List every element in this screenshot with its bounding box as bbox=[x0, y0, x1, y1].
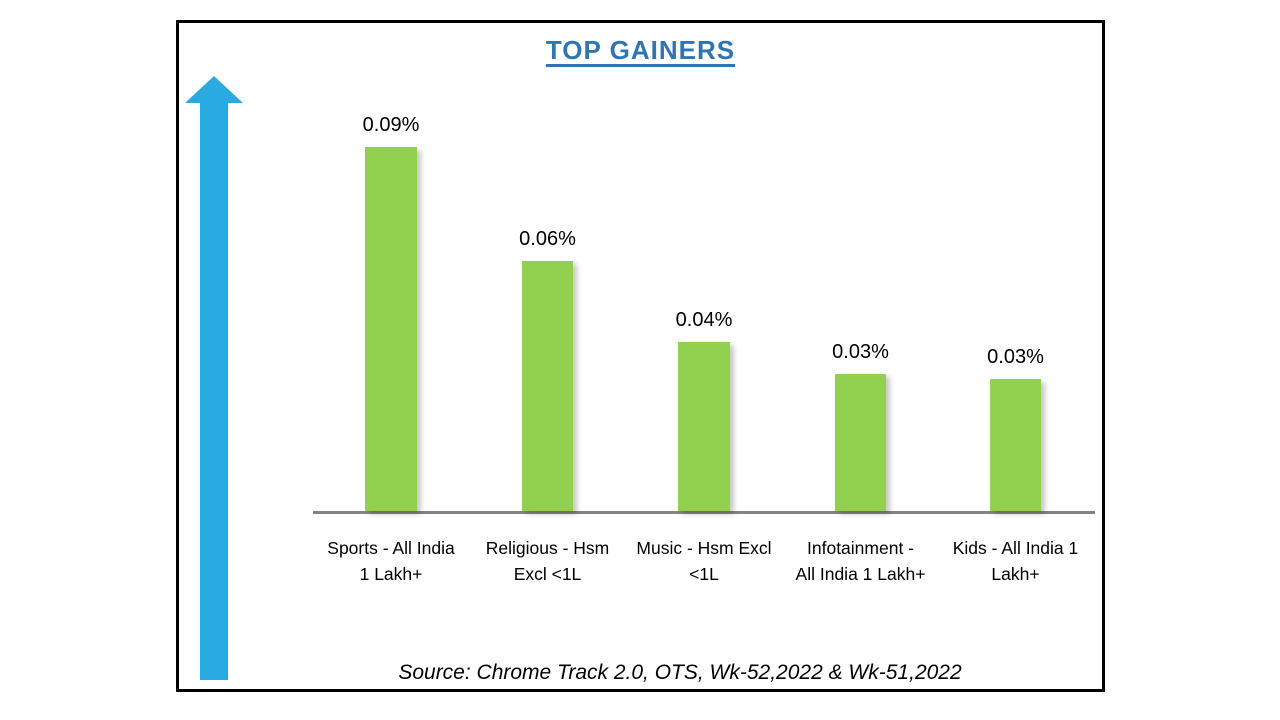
category-label-infotainment: Infotainment - All India 1 Lakh+ bbox=[781, 535, 941, 587]
x-axis-line bbox=[313, 511, 1095, 514]
category-label-line2: Lakh+ bbox=[991, 564, 1040, 584]
category-label-line1: Religious - Hsm bbox=[485, 538, 610, 558]
up-arrow-icon bbox=[185, 76, 243, 680]
category-label-kids: Kids - All India 1 Lakh+ bbox=[936, 535, 1096, 587]
up-arrow-shape bbox=[185, 76, 243, 680]
category-label-line1: Music - Hsm Excl bbox=[636, 538, 772, 558]
category-label-sports: Sports - All India 1 Lakh+ bbox=[311, 535, 471, 587]
category-label-line1: Infotainment - bbox=[807, 538, 914, 558]
bar-music: 0.04% bbox=[676, 309, 732, 511]
bar-sports: 0.09% bbox=[363, 114, 419, 511]
bar-kids: 0.03% bbox=[987, 346, 1044, 511]
category-label-line2: All India 1 Lakh+ bbox=[795, 564, 926, 584]
source-note: Source: Chrome Track 2.0, OTS, Wk-52,202… bbox=[398, 661, 962, 684]
bar-value-label-infotainment: 0.03% bbox=[832, 341, 889, 363]
category-label-religious: Religious - Hsm Excl <1L bbox=[468, 535, 628, 587]
category-label-line1: Kids - All India 1 bbox=[952, 538, 1079, 558]
category-label-line2: Excl <1L bbox=[513, 564, 582, 584]
bar-infotainment: 0.03% bbox=[832, 341, 889, 511]
chart-title: TOP GAINERS bbox=[545, 35, 736, 65]
category-label-line2: <1L bbox=[689, 564, 719, 584]
bar-value-label-sports: 0.09% bbox=[362, 114, 420, 136]
chart-frame bbox=[176, 20, 1105, 692]
category-label-line2: 1 Lakh+ bbox=[359, 564, 423, 584]
bar-value-label-music: 0.04% bbox=[675, 309, 733, 331]
category-label-line1: Sports - All India bbox=[327, 538, 455, 558]
bar-value-label-kids: 0.03% bbox=[987, 346, 1044, 368]
bar-value-label-religious: 0.06% bbox=[519, 228, 576, 250]
category-label-music: Music - Hsm Excl <1L bbox=[624, 535, 784, 587]
bar-religious: 0.06% bbox=[519, 228, 576, 511]
